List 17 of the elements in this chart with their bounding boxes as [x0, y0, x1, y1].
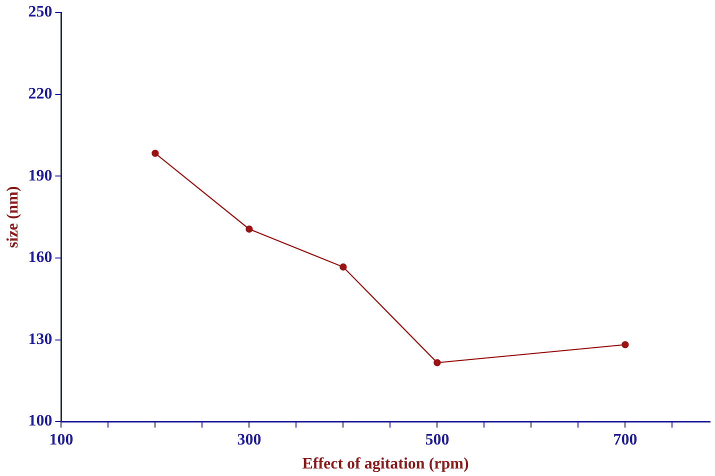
point	[152, 150, 159, 157]
y-tick-label: 130	[28, 330, 52, 348]
x-tick-label: 700	[613, 431, 638, 448]
y-tick-label: 190	[28, 167, 52, 184]
x-tick-label: 300	[237, 431, 262, 448]
point	[434, 359, 441, 366]
x-axis-title: Effect of agitation (rpm)	[302, 456, 469, 473]
y-tick-label: 250	[28, 4, 52, 21]
y-axis-title: size (nm)	[4, 186, 22, 248]
y-tick-label: 100	[28, 412, 52, 430]
point	[340, 263, 347, 271]
x-tick-label: 100	[49, 431, 74, 448]
point	[622, 341, 629, 348]
y-tick-label: 160	[28, 249, 52, 266]
x-tick-label: 500	[425, 431, 450, 448]
point	[246, 226, 253, 233]
y-tick-label: 220	[28, 86, 52, 103]
